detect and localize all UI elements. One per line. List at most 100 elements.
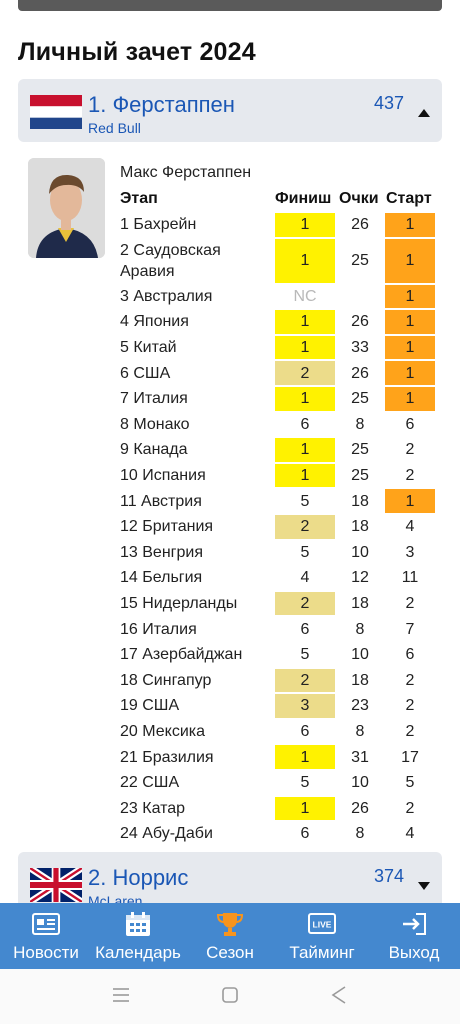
finish-cell: 5 <box>300 646 310 664</box>
start-highlight <box>385 238 435 283</box>
driver-full-name: Макс Ферстаппен <box>120 164 252 181</box>
stage-name: 5 Китай <box>120 339 177 357</box>
start-highlight <box>385 284 435 309</box>
points-cell: 26 <box>351 364 369 382</box>
points-cell: 26 <box>351 313 369 331</box>
nav-label: Календарь <box>95 943 181 962</box>
result-row: 1 Бахрейн 1 26 1 <box>0 212 460 238</box>
points-cell: 8 <box>355 825 365 843</box>
points-cell: 8 <box>355 723 365 741</box>
finish-highlight <box>275 668 335 693</box>
finish-cell: 6 <box>300 723 310 741</box>
finish-highlight <box>275 310 335 334</box>
start-cell: 2 <box>405 799 415 817</box>
nav-timing[interactable]: LIVE Тайминг <box>276 903 368 969</box>
calendar-icon <box>126 912 150 936</box>
collapse-arrow-icon[interactable] <box>418 109 430 117</box>
finish-cell: 1 <box>300 467 310 485</box>
points-cell: 18 <box>351 518 369 536</box>
menu-icon[interactable] <box>112 987 130 1003</box>
expand-arrow-icon[interactable] <box>418 882 430 890</box>
finish-highlight <box>275 438 335 462</box>
finish-cell: 6 <box>300 620 310 638</box>
finish-cell: 2 <box>300 595 310 613</box>
bottom-navigation: Новости Календарь Сезон LIVE Тай <box>0 903 460 969</box>
result-row: 24 Абу-Даби 6 8 4 <box>0 821 460 847</box>
finish-cell: 6 <box>300 415 310 433</box>
driver-header-verstappen[interactable]: 1. Ферстаппен Red Bull 437 <box>18 79 442 142</box>
start-cell: 2 <box>405 723 415 741</box>
header-stage: Этап <box>120 190 158 207</box>
finish-cell: 1 <box>300 441 310 459</box>
driver-header-norris[interactable]: 2. Норрис McLaren 374 <box>18 852 442 912</box>
start-cell: 1 <box>405 287 415 305</box>
points-cell: 10 <box>351 646 369 664</box>
driver-photo <box>28 158 105 258</box>
start-cell: 1 <box>405 313 415 331</box>
back-icon[interactable] <box>331 986 347 1004</box>
finish-highlight <box>275 694 335 718</box>
points-cell: 25 <box>351 441 369 459</box>
points-cell: 12 <box>351 569 369 587</box>
result-row: 17 Азербайджан 5 10 6 <box>0 642 460 668</box>
finish-cell: 1 <box>300 748 310 766</box>
finish-highlight <box>275 515 335 539</box>
finish-cell: 1 <box>300 216 310 234</box>
finish-cell: 3 <box>300 697 310 715</box>
stage-name: 6 США <box>120 364 171 382</box>
finish-cell: 1 <box>300 339 310 357</box>
nav-season[interactable]: Сезон <box>184 903 276 969</box>
stage-name: 23 Катар <box>120 799 186 817</box>
finish-highlight <box>275 591 335 616</box>
finish-cell: 1 <box>300 313 310 331</box>
start-cell: 1 <box>405 339 415 357</box>
stage-name: 3 Австралия <box>120 287 213 305</box>
finish-highlight <box>275 796 335 821</box>
stage-name: 8 Монако <box>120 415 190 433</box>
finish-cell: 5 <box>300 774 310 792</box>
points-cell: 25 <box>351 390 369 408</box>
start-cell: 7 <box>405 620 415 638</box>
finish-highlight <box>275 463 335 488</box>
finish-cell: 1 <box>300 799 310 817</box>
nav-label: Сезон <box>206 943 254 962</box>
finish-highlight <box>275 213 335 237</box>
points-cell: 26 <box>351 216 369 234</box>
start-cell: 1 <box>405 492 415 510</box>
nav-calendar[interactable]: Календарь <box>92 903 184 969</box>
finish-cell: NC <box>293 287 317 305</box>
start-cell: 6 <box>405 415 415 433</box>
previous-card-edge <box>18 0 442 11</box>
points-cell: 33 <box>351 339 369 357</box>
stage-name: 14 Бельгия <box>120 569 203 587</box>
points-cell: 26 <box>351 799 369 817</box>
system-navigation-bar <box>0 969 460 1024</box>
svg-text:LIVE: LIVE <box>313 920 332 930</box>
live-icon: LIVE <box>308 913 336 934</box>
start-cell: 4 <box>405 825 415 843</box>
home-icon[interactable] <box>222 987 238 1003</box>
team-name: Red Bull <box>88 120 141 136</box>
points-cell: 25 <box>351 252 369 270</box>
start-cell: 17 <box>401 748 419 766</box>
driver-points: 437 <box>373 93 404 113</box>
result-row: 5 Китай 1 33 1 <box>0 335 460 361</box>
driver-name: 1. Ферстаппен <box>88 92 235 117</box>
driver-name: 2. Норрис <box>88 865 189 890</box>
nav-news[interactable]: Новости <box>0 903 92 969</box>
finish-cell: 5 <box>300 492 310 510</box>
result-row: 19 США 3 23 2 <box>0 693 460 719</box>
start-cell: 2 <box>405 467 415 485</box>
nav-exit[interactable]: Выход <box>368 903 460 969</box>
trophy-icon <box>216 913 244 936</box>
finish-highlight <box>275 335 335 360</box>
start-highlight <box>385 489 435 513</box>
finish-cell: 2 <box>300 518 310 536</box>
start-highlight <box>385 213 435 237</box>
points-cell: 8 <box>355 620 365 638</box>
points-cell: 31 <box>351 748 369 766</box>
stage-name: 4 Япония <box>120 313 189 331</box>
start-cell: 5 <box>405 774 415 792</box>
result-row: 16 Италия 6 8 7 <box>0 616 460 642</box>
stage-name: 1 Бахрейн <box>120 216 197 234</box>
